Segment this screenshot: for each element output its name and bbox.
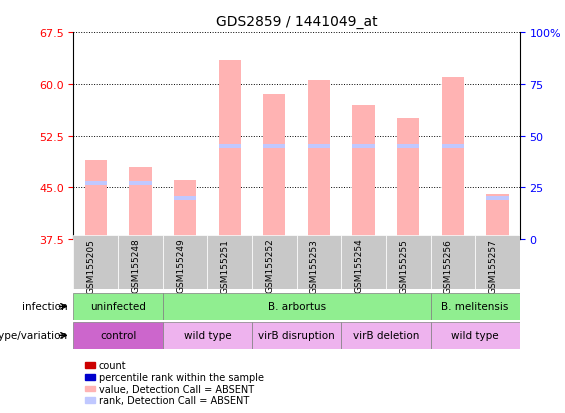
Text: wild type: wild type xyxy=(451,330,499,341)
Bar xyxy=(341,322,431,349)
Bar xyxy=(85,386,95,392)
Bar xyxy=(263,95,285,240)
Bar xyxy=(85,363,95,368)
Text: GSM155255: GSM155255 xyxy=(399,238,408,293)
Bar xyxy=(174,196,196,200)
Bar xyxy=(219,61,241,240)
Text: GSM155253: GSM155253 xyxy=(310,238,319,293)
Bar xyxy=(85,160,107,240)
Bar xyxy=(129,167,151,240)
Bar xyxy=(85,182,107,186)
Text: virB disruption: virB disruption xyxy=(258,330,335,341)
Text: uninfected: uninfected xyxy=(90,301,146,312)
Text: GSM155251: GSM155251 xyxy=(221,238,230,293)
Bar xyxy=(442,145,464,149)
Text: value, Detection Call = ABSENT: value, Detection Call = ABSENT xyxy=(99,384,254,394)
Text: control: control xyxy=(100,330,136,341)
Bar xyxy=(386,235,431,289)
Text: B. arbortus: B. arbortus xyxy=(268,301,325,312)
Bar xyxy=(486,196,508,200)
Bar xyxy=(85,397,95,403)
Text: B. melitensis: B. melitensis xyxy=(441,301,509,312)
Bar xyxy=(73,235,118,289)
Bar xyxy=(129,182,151,186)
Bar xyxy=(341,235,386,289)
Bar xyxy=(252,322,341,349)
Text: GSM155249: GSM155249 xyxy=(176,238,185,293)
Bar xyxy=(431,322,520,349)
Text: wild type: wild type xyxy=(184,330,231,341)
Title: GDS2859 / 1441049_at: GDS2859 / 1441049_at xyxy=(216,15,377,29)
Text: GSM155205: GSM155205 xyxy=(87,238,96,293)
Bar xyxy=(431,293,520,320)
Bar xyxy=(85,374,95,380)
Text: infection: infection xyxy=(22,301,68,312)
Text: percentile rank within the sample: percentile rank within the sample xyxy=(99,372,264,382)
Bar xyxy=(431,235,475,289)
Bar xyxy=(308,145,330,149)
Bar xyxy=(118,235,163,289)
Bar xyxy=(252,235,297,289)
Text: GSM155256: GSM155256 xyxy=(444,238,453,293)
Text: genotype/variation: genotype/variation xyxy=(0,330,68,341)
Text: GSM155254: GSM155254 xyxy=(355,238,364,293)
Bar xyxy=(353,145,375,149)
Bar xyxy=(308,81,330,240)
Bar xyxy=(73,293,163,320)
Text: GSM155257: GSM155257 xyxy=(489,238,498,293)
Bar xyxy=(73,322,163,349)
Text: count: count xyxy=(99,361,127,370)
Text: virB deletion: virB deletion xyxy=(353,330,419,341)
Bar xyxy=(475,235,520,289)
Bar xyxy=(263,145,285,149)
Bar xyxy=(163,322,252,349)
Bar xyxy=(486,195,508,240)
Bar xyxy=(219,145,241,149)
Bar xyxy=(163,235,207,289)
Bar xyxy=(442,78,464,240)
Bar xyxy=(163,293,431,320)
Bar xyxy=(397,119,419,240)
Bar xyxy=(297,235,341,289)
Bar xyxy=(207,235,252,289)
Bar xyxy=(397,145,419,149)
Text: rank, Detection Call = ABSENT: rank, Detection Call = ABSENT xyxy=(99,395,249,405)
Bar xyxy=(174,181,196,240)
Text: GSM155248: GSM155248 xyxy=(132,238,141,293)
Bar xyxy=(353,105,375,240)
Text: GSM155252: GSM155252 xyxy=(266,238,275,293)
